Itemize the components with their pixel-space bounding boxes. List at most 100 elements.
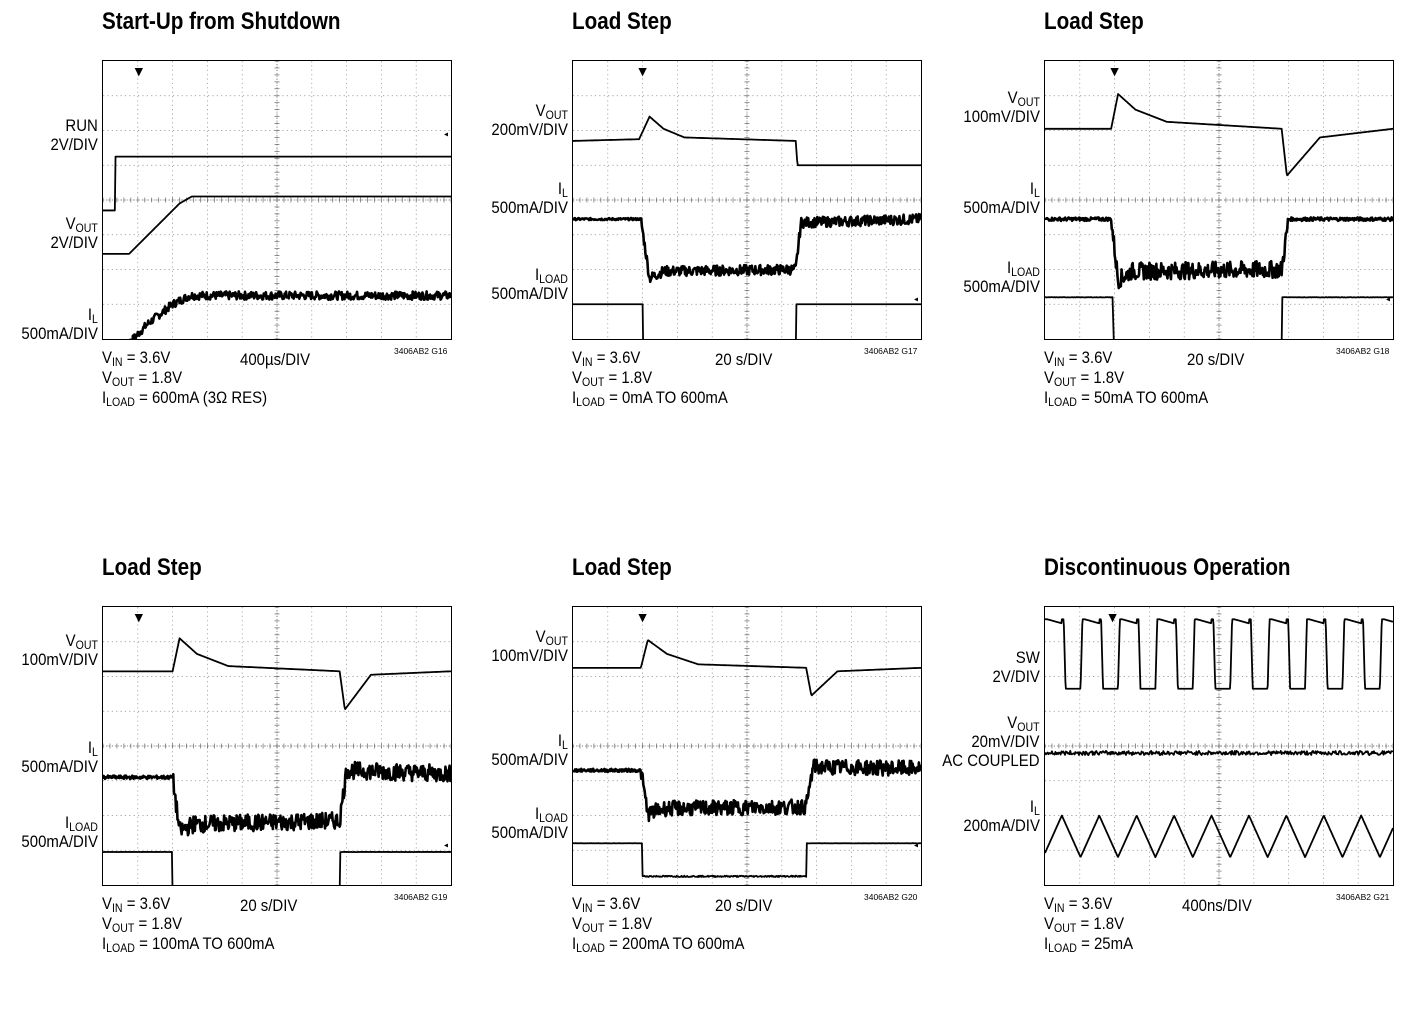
scope-plot: ▼◂ — [103, 607, 451, 885]
condition-symbol-symbol: V — [572, 348, 582, 367]
trigger-marker-icon: ▼ — [638, 611, 647, 624]
trace-il — [573, 212, 921, 284]
trace-waveform — [1045, 93, 1393, 177]
trace-name-subscript: L — [562, 186, 568, 201]
condition-symbol-symbol: I — [572, 934, 577, 953]
condition-value: = 3.6V — [1064, 894, 1113, 913]
condition-symbol: VOUT — [1044, 368, 1077, 389]
chart-title: Discontinuous Operation — [1044, 554, 1291, 581]
scope-plot: ▼◂ — [103, 61, 451, 339]
condition-symbol-subscript: IN — [111, 901, 123, 915]
test-condition: VIN = 3.6V — [572, 348, 640, 368]
trace-name-subscript: OUT — [545, 107, 568, 122]
trace-waveform — [103, 155, 451, 212]
condition-symbol-subscript: IN — [1053, 901, 1065, 915]
trace-name-subscript: LOAD — [1011, 265, 1040, 279]
trace-name: IL — [558, 179, 568, 201]
trace-scale: 500mA/DIV — [963, 198, 1040, 218]
trace-name-subscript: OUT — [75, 221, 98, 236]
trace-label: IL 500mA/DIV — [21, 738, 98, 776]
oscilloscope-screen: ▼ ◂ — [102, 60, 452, 340]
condition-value: = 1.8V — [604, 914, 653, 933]
chart-title: Load Step — [572, 554, 672, 581]
trace-waveform — [103, 637, 451, 710]
trace-label: IL 200mA/DIV — [963, 797, 1040, 835]
condition-value: = 25mA — [1076, 934, 1134, 953]
trace-waveform — [1045, 618, 1393, 690]
timebase-label: 400µs/DIV — [240, 350, 311, 369]
chart-title: Load Step — [102, 554, 202, 581]
trace-waveform — [573, 115, 921, 167]
trace-label: VOUT 2V/DIV — [51, 214, 98, 252]
condition-value: = 200mA TO 600mA — [604, 934, 745, 953]
condition-symbol-symbol: V — [102, 368, 112, 387]
condition-symbol-subscript: LOAD — [106, 395, 135, 409]
trace-il — [129, 290, 451, 339]
trace-name-subscript: OUT — [545, 634, 568, 649]
trace-name: IL — [1030, 797, 1040, 818]
trace-waveform — [573, 212, 921, 284]
scope-panel-3: Load Step ▼ ◂ VOUT 100mV/DIV IL 500mA/DIV ILOAD… — [942, 0, 1411, 476]
condition-value: = 600mA (3Ω RES) — [134, 388, 268, 407]
condition-symbol: VOUT — [1044, 914, 1076, 934]
trace-name: VOUT — [1008, 88, 1040, 108]
scope-plot: ▼◂ — [1045, 61, 1393, 339]
trace-scale: 100mV/DIV — [21, 649, 98, 669]
oscilloscope-screen: ▼ ◂ — [572, 60, 922, 340]
condition-value: = 1.8V — [1076, 368, 1125, 387]
trace-scale: 500mA/DIV — [491, 284, 568, 303]
trace-name-symbol: V — [65, 214, 76, 234]
trace-il — [1045, 814, 1393, 859]
trace-name-symbol: RUN — [65, 116, 98, 136]
trace-waveform — [573, 842, 921, 878]
trace-name-symbol: SW — [1015, 648, 1040, 668]
condition-symbol: VIN — [1044, 348, 1065, 368]
scope-panel-1: Start-Up from Shutdown ▼ ◂ RUN 2V/DIV VOUT 2V/… — [0, 0, 470, 476]
trace-label: ILOAD 500mA/DIV — [963, 258, 1040, 296]
condition-symbol-subscript: IN — [111, 355, 123, 369]
trace-name-symbol: I — [535, 265, 540, 284]
figure-code: 3406AB2 G18 — [1336, 346, 1390, 356]
trace-name-subscript: L — [1034, 804, 1040, 818]
test-condition: VOUT = 1.8V — [1044, 368, 1124, 388]
condition-symbol-symbol: V — [102, 894, 112, 913]
trace-name: ILOAD — [535, 265, 568, 285]
trace-scale: 500mA/DIV — [963, 277, 1040, 296]
figure-code: 3406AB2 G16 — [394, 346, 448, 356]
trace-name: ILOAD — [65, 813, 98, 834]
condition-symbol: VOUT — [572, 368, 604, 388]
scope-grid — [573, 607, 921, 885]
condition-symbol: VOUT — [102, 368, 134, 388]
ground-marker-icon: ◂ — [914, 840, 918, 849]
scope-panel-6: Discontinuous Operation ▼ SW 2V/DIV VOUT 20mV… — [942, 546, 1411, 1022]
trace-waveform — [573, 758, 921, 823]
trace-name-symbol: I — [535, 804, 540, 823]
trace-name-subscript: LOAD — [69, 819, 98, 834]
condition-value: = 3.6V — [1064, 348, 1113, 367]
ground-marker-icon: ◂ — [444, 840, 448, 849]
trace-name: IL — [88, 738, 98, 758]
trace-name-symbol: I — [1029, 179, 1035, 199]
condition-symbol: VIN — [102, 348, 123, 369]
condition-symbol-subscript: OUT — [1053, 375, 1077, 389]
condition-value: = 50mA TO 600mA — [1076, 388, 1209, 407]
trace-vout — [103, 637, 451, 710]
trace-scale: 500mA/DIV — [21, 831, 98, 851]
figure-code: 3406AB2 G21 — [1336, 892, 1390, 902]
condition-symbol: VIN — [102, 894, 123, 915]
condition-symbol-subscript: IN — [581, 901, 593, 915]
trace-scale: 500mA/DIV — [21, 324, 98, 344]
trace-name-subscript: L — [92, 312, 98, 327]
trace-scale: 500mA/DIV — [491, 198, 568, 218]
scope-plot: ▼◂ — [573, 607, 921, 885]
figure-code: 3406AB2 G17 — [864, 346, 918, 356]
ground-marker-icon: ◂ — [1386, 294, 1390, 303]
condition-symbol-symbol: V — [1044, 368, 1054, 387]
trace-label: IL 500mA/DIV — [491, 731, 568, 769]
trace-label: VOUT 100mV/DIV — [21, 631, 98, 669]
timebase-label: 20 s/DIV — [715, 896, 773, 915]
ground-marker-icon: ◂ — [444, 129, 448, 138]
test-condition: VOUT = 1.8V — [572, 368, 652, 388]
trace-scale: 20mV/DIV — [971, 732, 1040, 751]
trace-label: SW 2V/DIV — [993, 648, 1040, 686]
